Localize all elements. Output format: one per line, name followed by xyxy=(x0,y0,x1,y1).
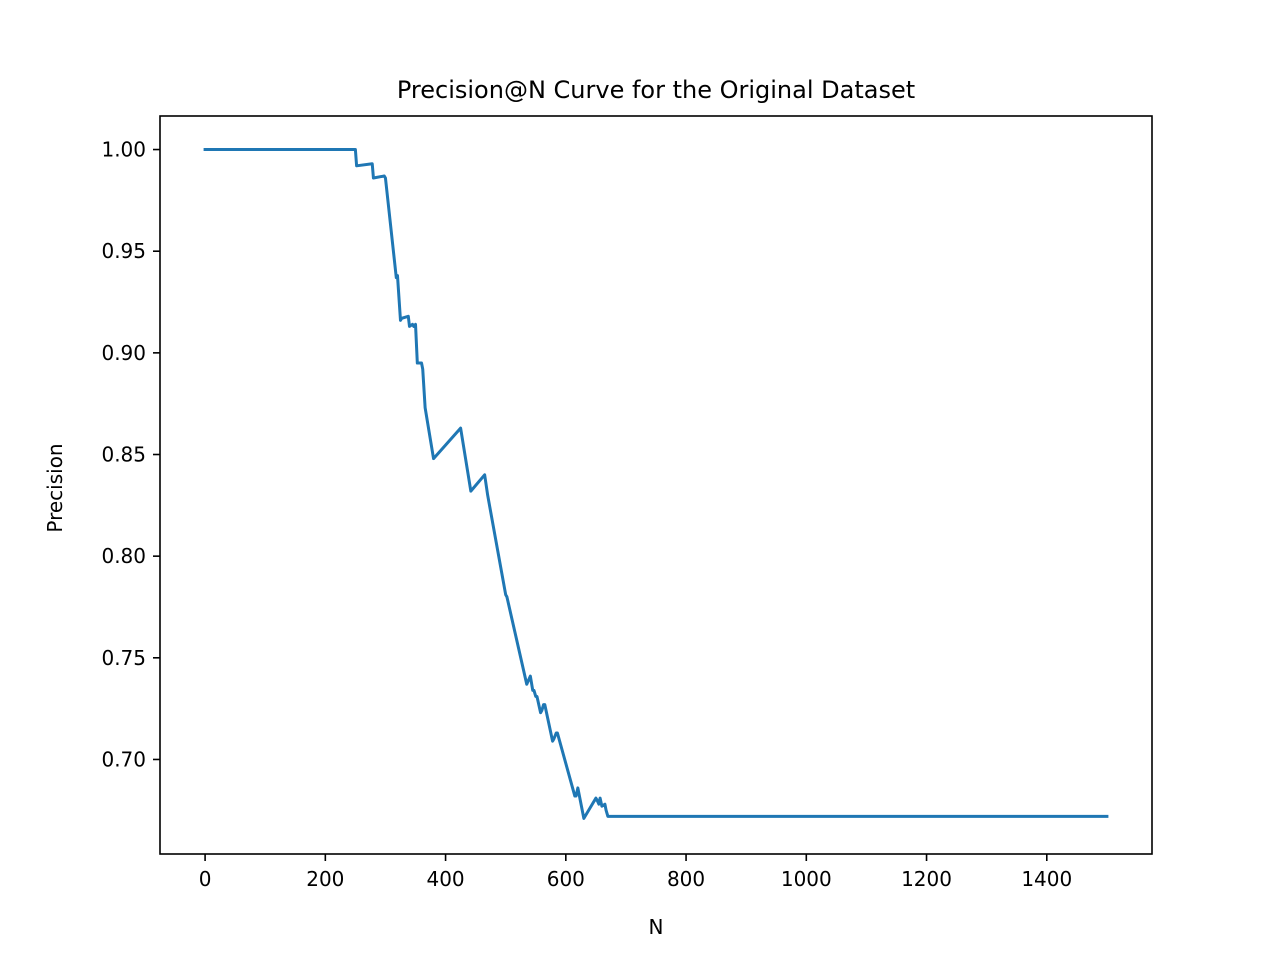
x-tick-label: 400 xyxy=(426,867,464,891)
x-tick-label: 1200 xyxy=(901,867,952,891)
y-tick-label: 0.70 xyxy=(101,747,146,771)
x-tick-label: 600 xyxy=(547,867,585,891)
series-layer xyxy=(203,148,1109,820)
plot-frame xyxy=(159,115,1153,855)
x-tick-label: 800 xyxy=(667,867,705,891)
x-tick-label: 0 xyxy=(199,867,212,891)
ticks-layer: 0 200 400 600 800 1000 1200 1400 0.70 0.75 0.80 0.8… xyxy=(101,138,1072,891)
y-tick-label: 0.85 xyxy=(101,443,146,467)
x-axis-label: N xyxy=(649,915,664,939)
y-tick-label: 0.80 xyxy=(101,544,146,568)
y-axis-label: Precision xyxy=(43,443,67,532)
y-tick-label: 0.95 xyxy=(101,239,146,263)
x-tick-label: 1000 xyxy=(781,867,832,891)
x-tick-label: 1400 xyxy=(1021,867,1072,891)
chart-title: Precision@N Curve for the Original Datas… xyxy=(397,76,915,104)
y-tick-label: 0.90 xyxy=(101,341,146,365)
y-tick-label: 0.75 xyxy=(101,646,146,670)
x-tick-label: 200 xyxy=(306,867,344,891)
y-tick-label: 1.00 xyxy=(101,138,146,162)
series-line-0 xyxy=(203,148,1109,820)
